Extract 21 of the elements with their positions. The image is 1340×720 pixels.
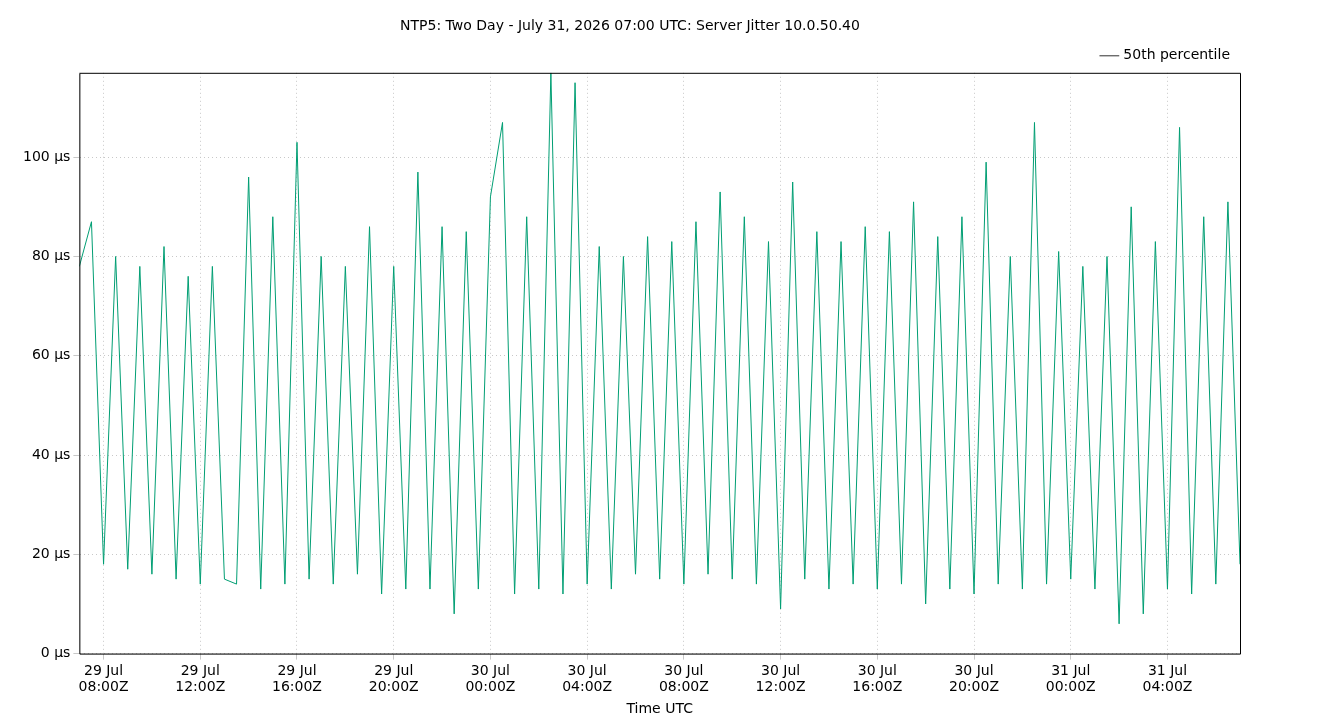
x-tick-label: 30 Jul 20:00Z: [949, 661, 999, 695]
x-tick-label: 30 Jul 12:00Z: [755, 661, 806, 695]
x-tick-label: 31 Jul 00:00Z: [1045, 661, 1096, 695]
x-tick-label: 30 Jul 16:00Z: [852, 661, 903, 695]
x-tick-label: 30 Jul 08:00Z: [658, 661, 709, 695]
legend-label: 50th percentile: [1123, 46, 1230, 63]
y-tick-label: 40 µs: [31, 445, 71, 462]
y-tick-label: 20 µs: [31, 544, 71, 561]
chart-title: NTP5: Two Day - July 31, 2026 07:00 UTC: Server Jitter 10.0.50.40: [400, 17, 860, 34]
x-tick-label: 29 Jul 08:00Z: [78, 661, 129, 695]
x-tick-label: 29 Jul 20:00Z: [368, 661, 419, 695]
y-tick-label: 80 µs: [31, 247, 71, 264]
x-axis-title: Time UTC: [625, 700, 694, 717]
y-tick-label: 0 µs: [40, 644, 71, 661]
x-tick-label: 30 Jul 04:00Z: [562, 661, 613, 695]
x-tick-label: 29 Jul 12:00Z: [175, 661, 226, 695]
y-tick-label: 100 µs: [23, 147, 71, 164]
x-tick-label: 31 Jul 04:00Z: [1142, 661, 1193, 695]
y-tick-label: 60 µs: [31, 346, 71, 363]
x-tick-label: 30 Jul 00:00Z: [465, 661, 516, 695]
x-tick-label: 29 Jul 16:00Z: [272, 661, 322, 695]
